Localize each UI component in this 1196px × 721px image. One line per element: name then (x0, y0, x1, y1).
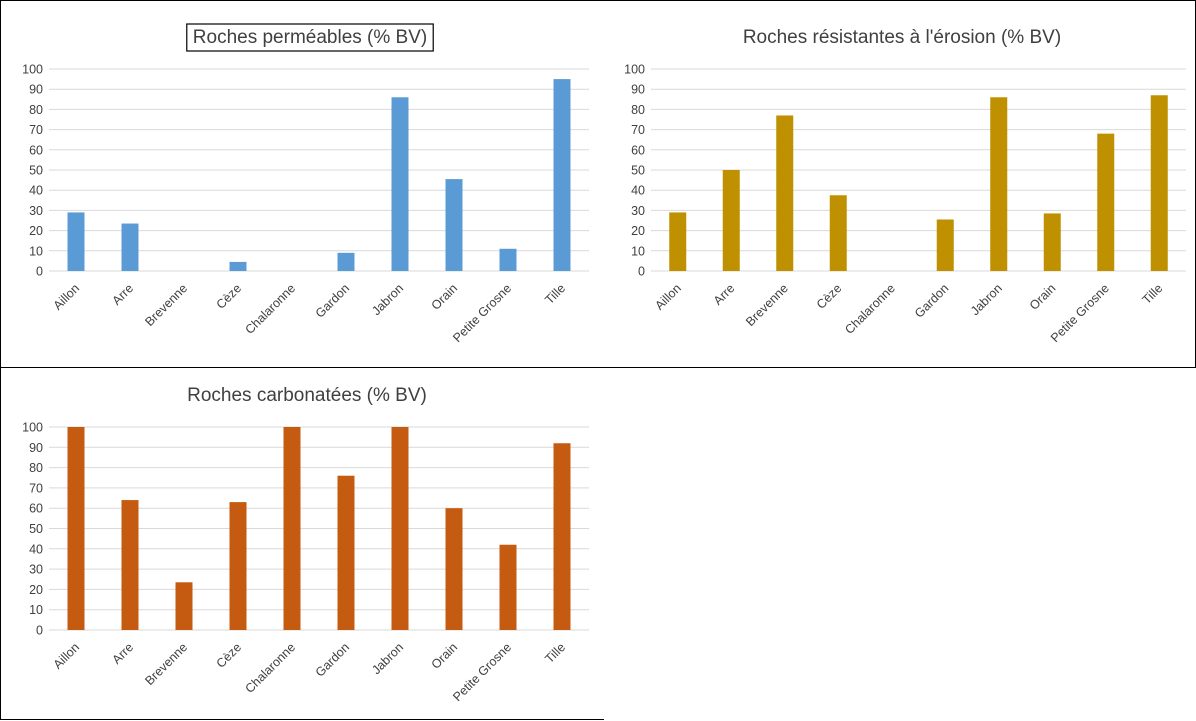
y-tick-label: 90 (29, 83, 43, 97)
chart-title: Roches perméables (% BV) (193, 27, 427, 48)
x-category-label: Cèze (214, 281, 245, 312)
bar-permeable-5 (337, 252, 355, 271)
y-tick-label: 70 (631, 123, 645, 137)
x-category-label: Tille (542, 640, 568, 666)
y-tick-label: 50 (29, 522, 43, 536)
chart-title-box (186, 23, 434, 52)
y-tick-label: 50 (631, 164, 645, 178)
bar-permeable-1 (121, 223, 139, 271)
y-tick-label: 20 (29, 583, 43, 597)
y-tick-label: 70 (29, 123, 43, 137)
x-category-label: Jabron (968, 281, 1005, 318)
bar-erosion-1 (722, 170, 740, 271)
bar-carbonate-9 (553, 443, 571, 630)
bar-carbonate-7 (445, 508, 463, 630)
bar-permeable-6 (391, 97, 409, 271)
x-category-label: Cèze (214, 640, 245, 671)
x-category-label: Arre (110, 281, 137, 308)
y-tick-label: 0 (638, 265, 645, 279)
x-category-label: Aillon (652, 281, 684, 313)
y-tick-label: 60 (29, 502, 43, 516)
bar-permeable-0 (67, 212, 85, 271)
y-tick-label: 10 (631, 244, 645, 258)
y-tick-label: 10 (29, 244, 43, 258)
bar-permeable-8 (499, 248, 517, 271)
y-tick-label: 70 (29, 481, 43, 495)
x-category-label: Brevenne (142, 281, 190, 329)
y-tick-label: 80 (631, 103, 645, 117)
bar-carbonate-0 (67, 427, 85, 630)
bar-carbonate-2 (175, 582, 193, 630)
x-category-label: Gardon (313, 640, 352, 679)
x-category-label: Chalaronne (842, 281, 898, 337)
chart-title: Roches carbonatées (% BV) (187, 385, 427, 406)
y-tick-label: 60 (631, 143, 645, 157)
bar-erosion-6 (990, 97, 1008, 271)
x-category-label: Cèze (814, 281, 845, 312)
y-tick-label: 30 (29, 563, 43, 577)
y-tick-label: 0 (36, 624, 43, 638)
chart-title: Roches résistantes à l'érosion (% BV) (743, 27, 1061, 48)
y-tick-label: 90 (29, 441, 43, 455)
x-category-label: Orain (429, 640, 461, 672)
x-category-label: Aillon (51, 281, 83, 313)
x-category-label: Gardon (912, 281, 951, 320)
bar-carbonate-5 (337, 475, 355, 630)
x-category-label: Jabron (369, 281, 406, 318)
y-tick-label: 100 (22, 63, 43, 77)
x-category-label: Tille (542, 281, 568, 307)
bar-erosion-7 (1043, 213, 1061, 271)
y-tick-label: 100 (624, 63, 645, 77)
y-tick-label: 40 (29, 542, 43, 556)
bar-erosion-2 (776, 115, 794, 272)
y-tick-label: 60 (29, 143, 43, 157)
bar-carbonate-1 (121, 500, 139, 630)
x-category-label: Arre (110, 640, 137, 667)
bar-erosion-3 (829, 195, 847, 271)
x-category-label: Brevenne (743, 281, 791, 329)
bar-erosion-9 (1150, 95, 1168, 271)
chart-carbonate: 0 10 20 30 40 50 60 70 80 90 100 Roches carbonatées… (22, 385, 589, 704)
y-tick-label: 30 (631, 204, 645, 218)
x-category-label: Gardon (313, 281, 352, 320)
x-category-label: Arre (711, 281, 738, 308)
chart-panel-carbonate: 0 10 20 30 40 50 60 70 80 90 100 Roches carbonatées… (0, 367, 605, 720)
y-tick-label: 90 (631, 83, 645, 97)
y-tick-label: 10 (29, 603, 43, 617)
y-tick-label: 0 (36, 265, 43, 279)
y-tick-label: 80 (29, 103, 43, 117)
bar-carbonate-8 (499, 544, 517, 630)
x-category-label: Chalaronne (243, 640, 299, 696)
bar-carbonate-6 (391, 427, 409, 630)
y-tick-label: 80 (29, 461, 43, 475)
chart-panel-permeable: 0 10 20 30 40 50 60 70 80 90 100 Roches perméables … (0, 0, 605, 368)
bar-permeable-3 (229, 261, 247, 271)
chart-panel-erosion-resistant: 0 10 20 30 40 50 60 70 80 90 100 Roches résistantes… (604, 0, 1196, 368)
x-category-label: Orain (1027, 281, 1059, 313)
bar-carbonate-3 (229, 502, 247, 630)
x-category-label: Aillon (51, 640, 83, 672)
empty-panel (604, 367, 1196, 720)
chart-permeable: 0 10 20 30 40 50 60 70 80 90 100 Roches perméables … (22, 23, 589, 345)
bar-permeable-9 (553, 79, 571, 271)
chart-erosion-resistant: 0 10 20 30 40 50 60 70 80 90 100 Roches résistantes… (624, 27, 1186, 345)
x-category-label: Tille (1140, 281, 1166, 307)
bar-erosion-0 (669, 212, 687, 271)
y-tick-label: 40 (631, 184, 645, 198)
bar-permeable-7 (445, 179, 463, 271)
y-tick-label: 100 (22, 421, 43, 435)
x-category-label: Brevenne (142, 640, 190, 688)
y-tick-label: 20 (631, 224, 645, 238)
x-category-label: Jabron (369, 640, 406, 677)
bar-erosion-8 (1097, 133, 1115, 271)
x-category-label: Orain (429, 281, 461, 313)
bar-carbonate-4 (283, 427, 301, 630)
y-tick-label: 40 (29, 184, 43, 198)
x-category-label: Chalaronne (243, 281, 299, 337)
y-tick-label: 50 (29, 164, 43, 178)
y-tick-label: 30 (29, 204, 43, 218)
bar-erosion-5 (936, 219, 954, 271)
y-tick-label: 20 (29, 224, 43, 238)
